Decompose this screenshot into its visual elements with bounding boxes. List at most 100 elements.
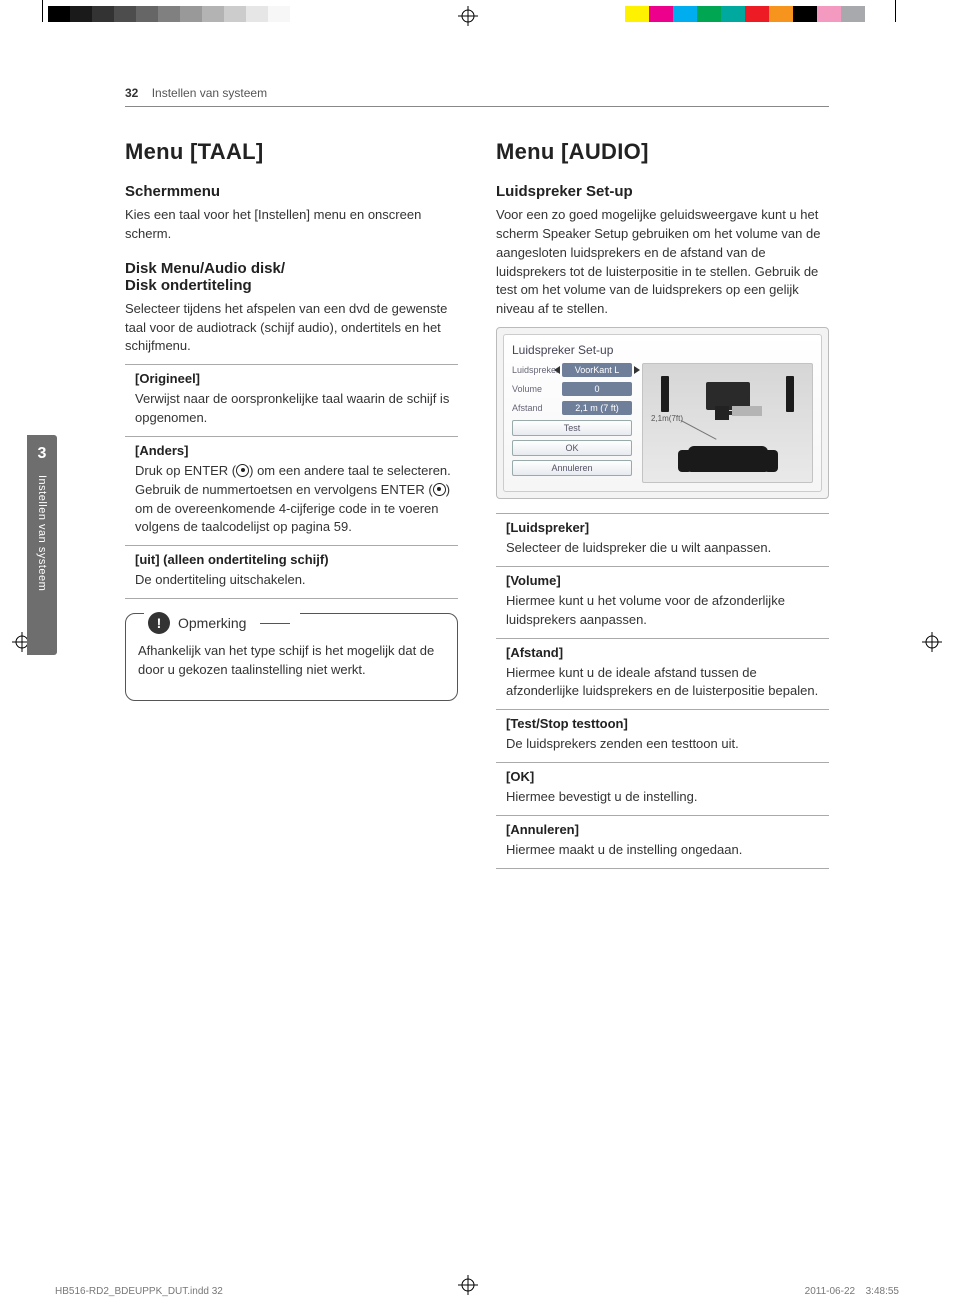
- para: Selecteer tijdens het afspelen van een d…: [125, 300, 458, 357]
- para: Kies een taal voor het [Instellen] menu …: [125, 206, 458, 244]
- option-text: Verwijst naar de oorspronkelijke taal wa…: [135, 390, 458, 428]
- option-label: [uit] (alleen ondertiteling schijf): [135, 552, 458, 567]
- option-label: [Test/Stop testtoon]: [506, 716, 829, 731]
- swatch: [268, 6, 290, 22]
- registration-mark-icon: [458, 6, 478, 26]
- option-text: Hiermee kunt u de ideale afstand tussen …: [506, 664, 829, 702]
- option-anders: [Anders] Druk op ENTER () om een andere …: [125, 436, 458, 545]
- swatch: [224, 6, 246, 22]
- sofa-icon: [688, 446, 768, 472]
- option-text: Selecteer de luidspreker die u wilt aanp…: [506, 539, 829, 558]
- swatch: [180, 6, 202, 22]
- footer-timestamp: 2011-06-22 3:48:55: [805, 1286, 899, 1297]
- subwoofer-icon: [715, 406, 729, 420]
- running-head: 32 Instellen van systeem: [125, 86, 829, 107]
- option-text: De ondertiteling uitschakelen.: [135, 571, 458, 590]
- row-value: VoorKant L: [562, 363, 632, 377]
- note-box: ! Opmerking Afhankelijk van het type sch…: [125, 613, 458, 701]
- crop-tick: [42, 0, 43, 22]
- option-label: [Origineel]: [135, 371, 458, 386]
- swatch: [246, 6, 268, 22]
- text: Druk op ENTER (: [135, 463, 236, 478]
- shelf-icon: [732, 406, 762, 416]
- swatch: [158, 6, 180, 22]
- option-label: [OK]: [506, 769, 829, 784]
- section-name: Instellen van systeem: [152, 86, 267, 100]
- speaker-right-icon: [786, 376, 794, 412]
- swatch: [290, 6, 312, 22]
- swatch: [48, 6, 70, 22]
- option-block: [Test/Stop testtoon] De luidsprekers zend…: [496, 709, 829, 762]
- subhead-speaker-setup: Luidspreker Set-up: [496, 183, 829, 200]
- subhead-diskmenu: Disk Menu/Audio disk/ Disk ondertiteling: [125, 260, 458, 294]
- swatch: [793, 6, 817, 22]
- distance-label: 2,1m(7ft): [651, 414, 683, 423]
- enter-icon: [433, 483, 446, 496]
- option-text: Druk op ENTER () om een andere taal te s…: [135, 462, 458, 537]
- option-text: Hiermee maakt u de instelling ongedaan.: [506, 841, 829, 860]
- print-colorbar-color: [625, 6, 889, 22]
- divider: [496, 868, 829, 869]
- swatch: [334, 6, 356, 22]
- swatch: [202, 6, 224, 22]
- print-colorbar-grayscale: [48, 6, 356, 22]
- para: Voor een zo goed mogelijke geluidsweerga…: [496, 206, 829, 319]
- screenshot-btn-ok: OK: [512, 440, 632, 456]
- option-block: [Annuleren] Hiermee maakt u de instelling…: [496, 815, 829, 868]
- note-title: ! Opmerking: [144, 612, 300, 634]
- option-uit: [uit] (alleen ondertiteling schijf) De o…: [125, 545, 458, 598]
- swatch: [114, 6, 136, 22]
- option-text: De luidsprekers zenden een testtoon uit.: [506, 735, 829, 754]
- option-block: [Volume] Hiermee kunt u het volume voor d…: [496, 566, 829, 638]
- swatch: [649, 6, 673, 22]
- row-key: Volume: [512, 384, 556, 394]
- heading-audio: Menu [AUDIO]: [496, 139, 829, 165]
- option-label: [Volume]: [506, 573, 829, 588]
- option-block: [Afstand] Hiermee kunt u de ideale afstan…: [496, 638, 829, 710]
- swatch: [312, 6, 334, 22]
- swatch: [841, 6, 865, 22]
- swatch: [70, 6, 92, 22]
- row-value: 2,1 m (7 ft): [562, 401, 632, 415]
- screenshot-controls: Luidspreker VoorKant L Volume 0 Afstand …: [512, 363, 632, 483]
- speaker-setup-screenshot: Luidspreker Set-up Luidspreker VoorKant …: [496, 327, 829, 499]
- swatch: [817, 6, 841, 22]
- chapter-number: 3: [38, 445, 47, 463]
- swatch: [769, 6, 793, 22]
- screenshot-title: Luidspreker Set-up: [512, 343, 813, 357]
- swatch: [865, 6, 889, 22]
- registration-mark-icon: [922, 632, 942, 652]
- swatch: [673, 6, 697, 22]
- divider: [125, 598, 458, 599]
- swatch: [721, 6, 745, 22]
- right-column: Menu [AUDIO] Luidspreker Set-up Voor een…: [496, 139, 829, 869]
- row-key: Afstand: [512, 403, 556, 413]
- crop-tick: [895, 0, 896, 22]
- option-label: [Annuleren]: [506, 822, 829, 837]
- speaker-left-icon: [661, 376, 669, 412]
- page-number: 32: [125, 86, 138, 100]
- page-body: 32 Instellen van systeem Menu [TAAL] Sch…: [55, 86, 899, 1255]
- swatch: [697, 6, 721, 22]
- distance-line: [681, 420, 717, 440]
- left-column: Menu [TAAL] Schermmenu Kies een taal voo…: [125, 139, 458, 869]
- enter-icon: [236, 464, 249, 477]
- chapter-title: Instellen van systeem: [36, 475, 48, 591]
- heading-taal: Menu [TAAL]: [125, 139, 458, 165]
- option-block: [OK] Hiermee bevestigt u de instelling.: [496, 762, 829, 815]
- swatch: [625, 6, 649, 22]
- option-label: [Anders]: [135, 443, 458, 458]
- text: Disk ondertiteling: [125, 277, 252, 294]
- text: Disk Menu/Audio disk/: [125, 260, 285, 277]
- info-icon: !: [148, 612, 170, 634]
- swatch: [136, 6, 158, 22]
- option-label: [Afstand]: [506, 645, 829, 660]
- swatch: [745, 6, 769, 22]
- option-text: Hiermee kunt u het volume voor de afzond…: [506, 592, 829, 630]
- subhead-schermmenu: Schermmenu: [125, 183, 458, 200]
- option-origineel: [Origineel] Verwijst naar de oorspronkel…: [125, 364, 458, 436]
- row-key: Luidspreker: [512, 365, 556, 375]
- option-block: [Luidspreker]Selecteer de luidspreker di…: [496, 513, 829, 566]
- swatch: [92, 6, 114, 22]
- option-text: Hiermee bevestigt u de instelling.: [506, 788, 829, 807]
